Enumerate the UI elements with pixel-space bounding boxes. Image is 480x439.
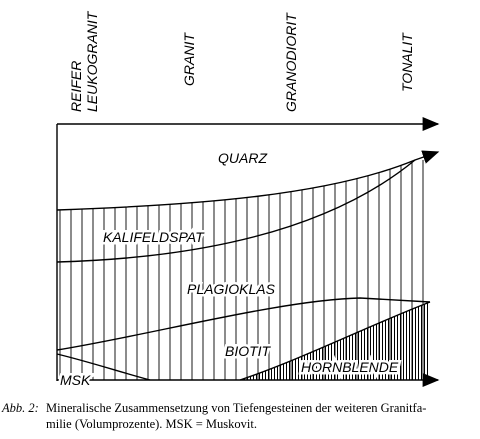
rock-labels: REIFER LEUKOGRANIT GRANIT GRANODIORIT TO… <box>68 10 415 112</box>
mineral-label: QUARZ <box>218 150 267 166</box>
hatch-area <box>57 160 430 380</box>
rock-label: REIFER <box>68 61 84 112</box>
mineral-label: HORNBLENDE <box>301 359 399 375</box>
mineral-label: BIOTIT <box>225 343 272 359</box>
mineral-label: MSK <box>60 372 91 388</box>
rock-label: GRANODIORIT <box>283 12 299 112</box>
rock-label: LEUKOGRANIT <box>84 10 100 112</box>
mineral-label: KALIFELDSPAT <box>103 229 205 245</box>
rock-label: TONALIT <box>399 32 415 92</box>
quarz-boundary <box>56 150 440 211</box>
caption-label: Abb. 2: <box>1 401 39 415</box>
caption-line: Mineralische Zusammensetzung von Tiefeng… <box>46 401 426 415</box>
msk-boundary <box>56 353 151 381</box>
rock-label: GRANIT <box>181 32 197 86</box>
mineral-label: PLAGIOKLAS <box>187 281 276 297</box>
kalifeldspat-boundary <box>56 159 416 263</box>
caption-line: milie (Volumprozente). MSK = Muskovit. <box>46 417 257 431</box>
plagioklas-boundary <box>56 297 431 351</box>
boundaries <box>56 117 440 387</box>
hornblende-boundary <box>239 301 431 381</box>
